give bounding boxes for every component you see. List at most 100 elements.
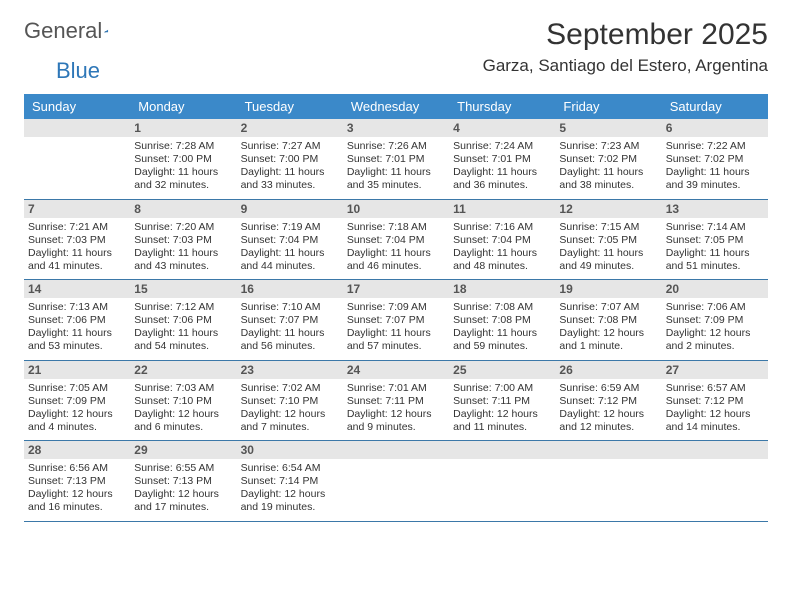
week-row: 14Sunrise: 7:13 AMSunset: 7:06 PMDayligh… — [24, 280, 768, 361]
day-number: 30 — [237, 441, 343, 459]
day-cell: 30 Sunrise: 6:54 AMSunset: 7:14 PMDayligh… — [237, 441, 343, 521]
week-row: 28 Sunrise: 6:56 AMSunset: 7:13 PMDayligh… — [24, 441, 768, 522]
day-number: 29 — [130, 441, 236, 459]
brand-logo: General — [24, 18, 130, 44]
day-cell: 13 Sunrise: 7:14 AMSunset: 7:05 PMDayligh… — [662, 200, 768, 280]
day-cell: 3Sunrise: 7:26 AMSunset: 7:01 PMDaylight… — [343, 119, 449, 199]
day-cell — [343, 441, 449, 521]
day-cell: 18Sunrise: 7:08 AMSunset: 7:08 PMDayligh… — [449, 280, 555, 360]
day-details: Sunrise: 6:57 AMSunset: 7:12 PMDaylight:… — [666, 382, 764, 435]
day-number: 28 — [24, 441, 130, 459]
day-details: Sunrise: 7:06 AMSunset: 7:09 PMDaylight:… — [666, 301, 764, 354]
empty-day-bar — [662, 441, 768, 459]
empty-day-bar — [555, 441, 661, 459]
day-details: Sunrise: 7:09 AMSunset: 7:07 PMDaylight:… — [347, 301, 445, 354]
day-details: Sunrise: 6:54 AMSunset: 7:14 PMDaylight:… — [241, 462, 339, 515]
dow-cell: Saturday — [662, 94, 768, 119]
day-cell: 22Sunrise: 7:03 AMSunset: 7:10 PMDayligh… — [130, 361, 236, 441]
day-cell: 17 Sunrise: 7:09 AMSunset: 7:07 PMDayligh… — [343, 280, 449, 360]
day-details: Sunrise: 7:03 AMSunset: 7:10 PMDaylight:… — [134, 382, 232, 435]
day-details: Sunrise: 7:19 AMSunset: 7:04 PMDaylight:… — [241, 221, 339, 274]
day-details: Sunrise: 7:18 AMSunset: 7:04 PMDaylight:… — [347, 221, 445, 274]
day-details: Sunrise: 7:20 AMSunset: 7:03 PMDaylight:… — [134, 221, 232, 274]
day-number: 4 — [449, 119, 555, 137]
day-number: 15 — [130, 280, 236, 298]
day-cell: 14Sunrise: 7:13 AMSunset: 7:06 PMDayligh… — [24, 280, 130, 360]
week-row: 21 Sunrise: 7:05 AMSunset: 7:09 PMDayligh… — [24, 361, 768, 442]
day-number: 13 — [662, 200, 768, 218]
day-cell: 26Sunrise: 6:59 AMSunset: 7:12 PMDayligh… — [555, 361, 661, 441]
empty-day-bar — [449, 441, 555, 459]
day-number: 6 — [662, 119, 768, 137]
day-cell: 16 Sunrise: 7:10 AMSunset: 7:07 PMDayligh… — [237, 280, 343, 360]
day-cell: 6 Sunrise: 7:22 AMSunset: 7:02 PMDaylight… — [662, 119, 768, 199]
day-number: 5 — [555, 119, 661, 137]
day-details: Sunrise: 7:02 AMSunset: 7:10 PMDaylight:… — [241, 382, 339, 435]
day-number: 20 — [662, 280, 768, 298]
brand-text-1: General — [24, 18, 102, 44]
day-details: Sunrise: 7:21 AMSunset: 7:03 PMDaylight:… — [28, 221, 126, 274]
weeks-container: 1Sunrise: 7:28 AMSunset: 7:00 PMDaylight… — [24, 119, 768, 522]
day-details: Sunrise: 7:22 AMSunset: 7:02 PMDaylight:… — [666, 140, 764, 193]
day-cell: 2Sunrise: 7:27 AMSunset: 7:00 PMDaylight… — [237, 119, 343, 199]
dow-cell: Wednesday — [343, 94, 449, 119]
day-number: 12 — [555, 200, 661, 218]
day-cell — [555, 441, 661, 521]
day-cell: 15 Sunrise: 7:12 AMSunset: 7:06 PMDayligh… — [130, 280, 236, 360]
day-cell: 23 Sunrise: 7:02 AMSunset: 7:10 PMDayligh… — [237, 361, 343, 441]
day-details: Sunrise: 7:10 AMSunset: 7:07 PMDaylight:… — [241, 301, 339, 354]
day-number: 10 — [343, 200, 449, 218]
day-number: 21 — [24, 361, 130, 379]
day-cell: 21 Sunrise: 7:05 AMSunset: 7:09 PMDayligh… — [24, 361, 130, 441]
empty-day-bar — [24, 119, 130, 137]
day-cell — [24, 119, 130, 199]
day-number: 8 — [130, 200, 236, 218]
week-row: 1Sunrise: 7:28 AMSunset: 7:00 PMDaylight… — [24, 119, 768, 200]
day-cell: 8 Sunrise: 7:20 AMSunset: 7:03 PMDaylight… — [130, 200, 236, 280]
day-cell: 28 Sunrise: 6:56 AMSunset: 7:13 PMDayligh… — [24, 441, 130, 521]
day-details: Sunrise: 7:24 AMSunset: 7:01 PMDaylight:… — [453, 140, 551, 193]
day-details: Sunrise: 7:14 AMSunset: 7:05 PMDaylight:… — [666, 221, 764, 274]
day-cell: 24 Sunrise: 7:01 AMSunset: 7:11 PMDayligh… — [343, 361, 449, 441]
day-details: Sunrise: 7:01 AMSunset: 7:11 PMDaylight:… — [347, 382, 445, 435]
day-details: Sunrise: 7:27 AMSunset: 7:00 PMDaylight:… — [241, 140, 339, 193]
title-block: September 2025 Garza, Santiago del Ester… — [483, 18, 768, 76]
day-cell: 29 Sunrise: 6:55 AMSunset: 7:13 PMDayligh… — [130, 441, 236, 521]
month-title: September 2025 — [483, 18, 768, 52]
day-details: Sunrise: 6:56 AMSunset: 7:13 PMDaylight:… — [28, 462, 126, 515]
day-cell: 10 Sunrise: 7:18 AMSunset: 7:04 PMDayligh… — [343, 200, 449, 280]
day-number: 7 — [24, 200, 130, 218]
day-number: 9 — [237, 200, 343, 218]
day-cell: 25Sunrise: 7:00 AMSunset: 7:11 PMDayligh… — [449, 361, 555, 441]
day-number: 16 — [237, 280, 343, 298]
dow-cell: Sunday — [24, 94, 130, 119]
day-cell: 27 Sunrise: 6:57 AMSunset: 7:12 PMDayligh… — [662, 361, 768, 441]
day-cell: 19 Sunrise: 7:07 AMSunset: 7:08 PMDayligh… — [555, 280, 661, 360]
day-details: Sunrise: 7:12 AMSunset: 7:06 PMDaylight:… — [134, 301, 232, 354]
day-number: 24 — [343, 361, 449, 379]
day-number: 23 — [237, 361, 343, 379]
day-cell: 7 Sunrise: 7:21 AMSunset: 7:03 PMDaylight… — [24, 200, 130, 280]
day-of-week-header: SundayMondayTuesdayWednesdayThursdayFrid… — [24, 94, 768, 119]
day-number: 27 — [662, 361, 768, 379]
day-cell: 1Sunrise: 7:28 AMSunset: 7:00 PMDaylight… — [130, 119, 236, 199]
day-number: 19 — [555, 280, 661, 298]
day-number: 14 — [24, 280, 130, 298]
brand-triangle-icon — [104, 22, 108, 40]
day-cell: 11Sunrise: 7:16 AMSunset: 7:04 PMDayligh… — [449, 200, 555, 280]
dow-cell: Tuesday — [237, 94, 343, 119]
day-cell: 20 Sunrise: 7:06 AMSunset: 7:09 PMDayligh… — [662, 280, 768, 360]
day-cell: 4 Sunrise: 7:24 AMSunset: 7:01 PMDaylight… — [449, 119, 555, 199]
brand-text-2: Blue — [56, 58, 100, 84]
day-details: Sunrise: 7:05 AMSunset: 7:09 PMDaylight:… — [28, 382, 126, 435]
day-details: Sunrise: 7:08 AMSunset: 7:08 PMDaylight:… — [453, 301, 551, 354]
dow-cell: Thursday — [449, 94, 555, 119]
day-details: Sunrise: 6:55 AMSunset: 7:13 PMDaylight:… — [134, 462, 232, 515]
day-details: Sunrise: 7:07 AMSunset: 7:08 PMDaylight:… — [559, 301, 657, 354]
day-details: Sunrise: 6:59 AMSunset: 7:12 PMDaylight:… — [559, 382, 657, 435]
day-number: 17 — [343, 280, 449, 298]
day-details: Sunrise: 7:28 AMSunset: 7:00 PMDaylight:… — [134, 140, 232, 193]
calendar-grid: SundayMondayTuesdayWednesdayThursdayFrid… — [24, 94, 768, 522]
location-subtitle: Garza, Santiago del Estero, Argentina — [483, 56, 768, 76]
day-details: Sunrise: 7:16 AMSunset: 7:04 PMDaylight:… — [453, 221, 551, 274]
